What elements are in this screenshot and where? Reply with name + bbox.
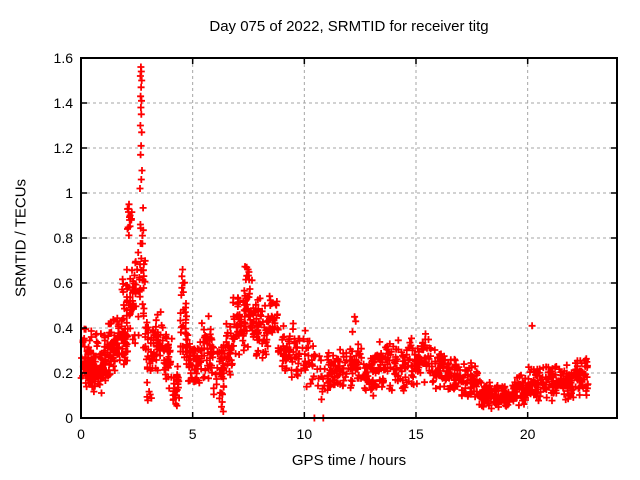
y-axis-label: SRMTID / TECUs xyxy=(12,178,30,298)
svg-text:1.6: 1.6 xyxy=(54,50,74,66)
svg-text:0.2: 0.2 xyxy=(54,365,74,381)
x-tick-labels: 0 5 10 15 20 xyxy=(77,426,536,442)
x-axis-label: GPS time / hours xyxy=(291,452,407,469)
svg-text:0.8: 0.8 xyxy=(54,230,74,246)
scatter-points xyxy=(77,63,592,422)
chart-title: Day 075 of 2022, SRMTID for receiver tit… xyxy=(209,18,489,35)
svg-text:1: 1 xyxy=(65,185,73,201)
svg-text:0: 0 xyxy=(77,426,85,442)
svg-text:1.2: 1.2 xyxy=(54,140,74,156)
svg-text:5: 5 xyxy=(189,426,197,442)
svg-text:20: 20 xyxy=(520,426,536,442)
svg-text:1.4: 1.4 xyxy=(54,95,74,111)
svg-text:0.4: 0.4 xyxy=(54,320,74,336)
svg-text:10: 10 xyxy=(297,426,313,442)
tick-marks xyxy=(80,57,617,419)
svg-text:0.6: 0.6 xyxy=(54,275,74,291)
svg-text:15: 15 xyxy=(408,426,424,442)
svg-text:0: 0 xyxy=(65,410,73,426)
y-tick-labels: 0 0.2 0.4 0.6 0.8 1 1.2 1.4 1.6 xyxy=(54,50,74,426)
